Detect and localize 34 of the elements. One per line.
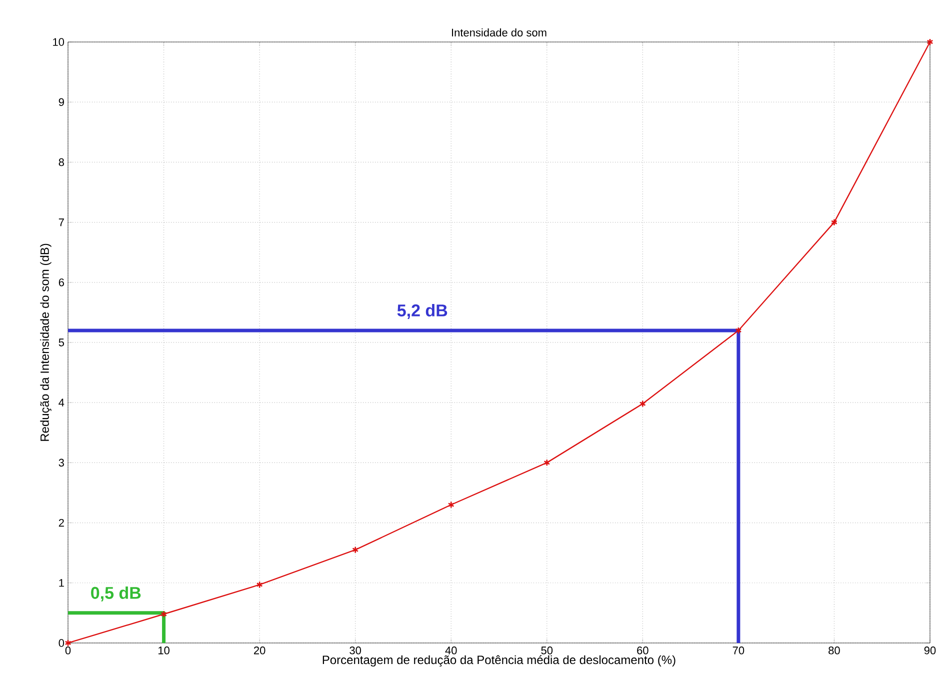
point xyxy=(639,400,646,408)
y-tick-label: 3 xyxy=(58,458,64,467)
point xyxy=(830,218,838,226)
y-tick-label: 8 xyxy=(58,158,64,166)
point xyxy=(735,326,742,334)
chart-title: Intensidade do som xyxy=(452,28,546,36)
x-tick-label: 60 xyxy=(637,646,648,654)
annotation: 5,2 dB xyxy=(397,304,448,319)
y-tick-label: 2 xyxy=(58,518,64,527)
y-tick-label: 7 xyxy=(58,218,64,226)
y-tick-label: 5 xyxy=(58,338,64,346)
y-tick-label: 4 xyxy=(58,398,64,406)
x-tick-label: 70 xyxy=(732,646,744,654)
y-tick-label: 10 xyxy=(53,38,64,46)
x-tick-label: 20 xyxy=(254,646,266,654)
x-tick-label: 80 xyxy=(828,646,840,654)
x-tick-label: 30 xyxy=(350,646,362,654)
point xyxy=(160,610,168,618)
x-axis-title: Porcentagem de redução da Potência média de deslocamento (%) xyxy=(322,655,676,667)
y-axis-title: Redução da Intensidade do som (dB) xyxy=(40,244,52,441)
point xyxy=(256,581,263,588)
x-tick-label: 50 xyxy=(541,646,553,654)
y-tick-label: 1 xyxy=(59,579,64,587)
point xyxy=(352,546,359,554)
annotation: 0,5 dB xyxy=(91,586,141,602)
point xyxy=(544,459,550,466)
x-tick-label: 40 xyxy=(445,646,457,654)
y-tick-label: 0 xyxy=(58,639,64,647)
x-tick-label: 10 xyxy=(158,646,170,654)
point xyxy=(448,501,454,508)
x-tick-label: 0 xyxy=(65,646,71,654)
y-tick-label: 9 xyxy=(58,98,64,106)
y-tick-label: 6 xyxy=(58,278,64,286)
x-tick-label: 90 xyxy=(924,646,936,654)
